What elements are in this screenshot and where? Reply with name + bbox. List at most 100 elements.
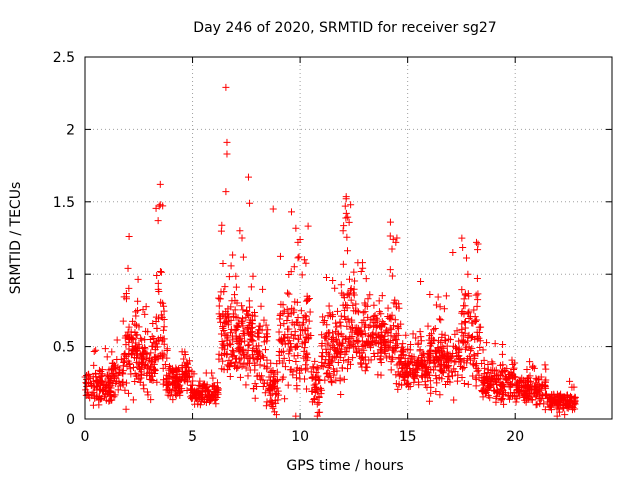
data-point	[416, 347, 424, 355]
data-point	[297, 365, 305, 373]
data-point	[460, 295, 468, 303]
data-point	[473, 302, 481, 310]
data-point	[473, 316, 481, 324]
data-point	[289, 368, 297, 376]
data-point	[346, 275, 354, 283]
data-point	[308, 387, 316, 395]
data-point	[164, 391, 172, 399]
data-point	[158, 349, 166, 357]
data-point	[159, 326, 167, 334]
data-point	[302, 352, 310, 360]
data-point	[308, 373, 316, 381]
data-point	[291, 332, 299, 340]
data-point	[339, 291, 347, 299]
data-point	[332, 353, 340, 361]
data-point	[113, 336, 121, 344]
data-point	[275, 357, 283, 365]
data-point	[336, 318, 344, 326]
data-point	[409, 330, 417, 338]
data-point	[140, 385, 148, 393]
data-point	[426, 371, 434, 379]
data-point	[244, 372, 252, 380]
data-point	[493, 392, 501, 400]
data-point	[229, 336, 237, 344]
data-point	[183, 358, 191, 366]
data-point	[217, 288, 225, 296]
data-point	[98, 366, 106, 374]
data-point	[249, 272, 257, 280]
data-point	[235, 319, 243, 327]
data-point	[537, 386, 545, 394]
data-point	[147, 369, 155, 377]
data-point	[361, 323, 369, 331]
data-point	[230, 348, 238, 356]
data-point	[283, 289, 291, 297]
data-point	[497, 396, 505, 404]
data-point	[233, 338, 241, 346]
data-point	[170, 369, 178, 377]
data-point	[155, 202, 163, 210]
data-point	[132, 308, 140, 316]
data-point	[391, 345, 399, 353]
data-point	[376, 355, 384, 363]
data-point	[455, 344, 463, 352]
data-point	[412, 334, 420, 342]
data-point	[443, 342, 451, 350]
data-point	[169, 367, 177, 375]
data-point	[426, 377, 434, 385]
data-point	[322, 356, 330, 364]
data-point	[165, 366, 173, 374]
data-point	[354, 324, 362, 332]
data-point	[468, 334, 476, 342]
data-point	[520, 389, 528, 397]
data-point	[245, 341, 253, 349]
data-point	[458, 309, 466, 317]
data-point	[128, 334, 136, 342]
data-point	[460, 338, 468, 346]
data-point	[498, 380, 506, 388]
data-point	[158, 313, 166, 321]
data-point	[141, 336, 149, 344]
data-point	[334, 307, 342, 315]
data-point	[298, 271, 306, 279]
data-point	[243, 325, 251, 333]
data-point	[146, 354, 154, 362]
data-point	[224, 361, 232, 369]
data-point	[215, 294, 223, 302]
data-point	[417, 277, 425, 285]
data-point	[364, 332, 372, 340]
data-point	[276, 312, 284, 320]
data-point	[219, 322, 227, 330]
data-point	[352, 347, 360, 355]
data-point	[427, 351, 434, 359]
data-point	[139, 349, 147, 357]
data-point	[319, 313, 327, 321]
data-point	[240, 331, 248, 339]
data-point	[152, 313, 160, 321]
data-point	[377, 371, 385, 379]
data-point	[464, 270, 472, 278]
data-point	[513, 387, 521, 395]
data-point	[196, 401, 204, 409]
data-point	[101, 345, 109, 353]
data-point	[125, 323, 133, 331]
data-point	[464, 309, 472, 317]
data-point	[333, 323, 341, 331]
data-point	[100, 393, 108, 401]
data-point	[464, 380, 472, 388]
data-point	[411, 374, 419, 382]
data-point	[459, 244, 467, 252]
data-point	[192, 390, 200, 398]
data-point	[546, 393, 554, 401]
data-point	[238, 362, 246, 370]
data-point	[385, 314, 393, 322]
data-point	[110, 391, 118, 399]
data-point	[504, 375, 512, 383]
data-point	[287, 208, 295, 216]
data-point	[458, 373, 466, 381]
data-point	[324, 359, 332, 367]
data-point	[276, 252, 284, 260]
data-point	[260, 353, 268, 361]
data-point	[361, 308, 369, 316]
